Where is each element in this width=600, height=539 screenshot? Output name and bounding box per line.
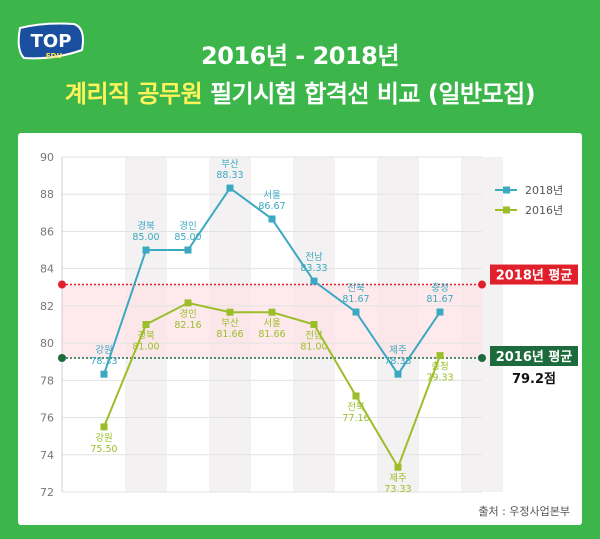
average-line-marker bbox=[58, 354, 66, 362]
data-point bbox=[268, 215, 276, 223]
data-point-category-label: 경북 bbox=[137, 220, 155, 232]
data-point-category-label: 전남 bbox=[305, 252, 323, 263]
legend-label: 2016년 bbox=[525, 204, 563, 217]
average-line-marker bbox=[478, 354, 486, 362]
legend-marker bbox=[503, 186, 510, 194]
data-point bbox=[310, 277, 318, 285]
data-point bbox=[100, 423, 108, 431]
average-label-box-2016 bbox=[490, 346, 578, 366]
data-point-value-label: 85.00 bbox=[174, 232, 201, 243]
y-tick-label: 82 bbox=[40, 300, 54, 313]
data-point-value-label: 73.33 bbox=[384, 484, 411, 495]
data-point-value-label: 75.50 bbox=[90, 444, 117, 455]
data-point-category-label: 충청 bbox=[431, 283, 448, 294]
data-point bbox=[184, 299, 192, 307]
data-point bbox=[142, 321, 150, 328]
data-point-value-label: 81.66 bbox=[216, 329, 243, 340]
y-tick-label: 84 bbox=[40, 263, 54, 276]
data-point bbox=[268, 308, 276, 316]
y-tick-label: 88 bbox=[40, 188, 54, 201]
data-point-value-label: 77.16 bbox=[342, 413, 369, 424]
data-point-category-label: 부산 bbox=[221, 159, 239, 170]
data-point-value-label: 83.33 bbox=[300, 263, 327, 274]
y-tick-label: 74 bbox=[40, 449, 54, 462]
y-tick-label: 72 bbox=[40, 486, 54, 499]
title-line-2: 계리직 공무원 필기시험 합격선 비교 (일반모집) bbox=[0, 74, 600, 109]
data-point bbox=[184, 246, 192, 254]
data-point-value-label: 81.67 bbox=[426, 294, 453, 305]
data-point bbox=[310, 321, 318, 328]
data-point-category-label: 제주 bbox=[389, 345, 407, 356]
data-point bbox=[394, 463, 402, 471]
average-value-2018: 83.147점 bbox=[503, 290, 565, 305]
data-point bbox=[226, 308, 234, 316]
data-point-value-label: 82.16 bbox=[174, 320, 201, 331]
source-note: 출처 : 우정사업본부 bbox=[478, 505, 570, 518]
average-label-2018: 2018년 평균 bbox=[496, 268, 573, 284]
data-point-category-label: 경인 bbox=[179, 220, 196, 232]
average-label-2016: 2016년 평균 bbox=[496, 349, 573, 365]
data-point-category-label: 전남 bbox=[305, 331, 323, 342]
data-point bbox=[100, 370, 108, 378]
data-point-value-label: 88.33 bbox=[216, 170, 243, 181]
data-point-category-label: 서울 bbox=[263, 190, 281, 201]
data-point-category-label: 부산 bbox=[221, 318, 239, 329]
title-rest: 필기시험 합격선 비교 (일반모집) bbox=[202, 80, 536, 108]
average-range-band bbox=[62, 284, 482, 358]
data-point-category-label: 경북 bbox=[137, 330, 155, 342]
average-line-marker bbox=[58, 280, 66, 289]
data-point-value-label: 79.33 bbox=[426, 373, 453, 384]
data-point bbox=[352, 392, 360, 400]
data-point bbox=[394, 370, 402, 378]
data-point-value-label: 81.00 bbox=[132, 342, 159, 353]
title-accent: 계리직 공무원 bbox=[64, 80, 203, 108]
data-point-value-label: 78.33 bbox=[90, 356, 117, 367]
data-point-category-label: 전북 bbox=[347, 402, 365, 413]
data-point-value-label: 78.33 bbox=[384, 356, 411, 367]
data-point bbox=[352, 308, 360, 316]
y-tick-label: 80 bbox=[40, 337, 54, 350]
data-point bbox=[226, 184, 234, 192]
logo-text: TOP bbox=[31, 31, 72, 52]
y-tick-label: 76 bbox=[40, 412, 54, 425]
data-point bbox=[436, 308, 444, 316]
logo-subtext: EDU bbox=[46, 52, 63, 60]
legend-label: 2018년 bbox=[525, 184, 563, 197]
data-point-category-label: 강원 bbox=[95, 345, 112, 356]
title-line-1: 2016년 - 2018년 bbox=[201, 42, 399, 70]
data-point-value-label: 81.00 bbox=[300, 342, 327, 353]
data-point-category-label: 제주 bbox=[389, 473, 407, 484]
data-point-category-label: 전북 bbox=[347, 283, 365, 294]
data-point-category-label: 강원 bbox=[95, 433, 112, 444]
data-point bbox=[436, 352, 444, 360]
top-edu-logo: TOP EDU bbox=[17, 22, 84, 60]
legend-marker bbox=[503, 206, 510, 214]
data-point-value-label: 81.67 bbox=[342, 294, 369, 305]
y-tick-label: 90 bbox=[40, 151, 54, 164]
data-point-value-label: 85.00 bbox=[132, 232, 159, 243]
data-point-category-label: 경인 bbox=[179, 308, 196, 320]
data-point-category-label: 충청 bbox=[431, 362, 448, 373]
average-line-marker bbox=[478, 280, 486, 289]
data-point-value-label: 86.67 bbox=[258, 201, 285, 212]
average-value-2016: 79.2점 bbox=[512, 372, 556, 387]
data-point-category-label: 서울 bbox=[263, 318, 281, 329]
data-point-value-label: 81.66 bbox=[258, 329, 285, 340]
average-label-box-2018 bbox=[490, 264, 578, 285]
data-point bbox=[142, 246, 150, 254]
y-tick-label: 86 bbox=[40, 225, 54, 238]
y-tick-label: 78 bbox=[40, 374, 54, 387]
